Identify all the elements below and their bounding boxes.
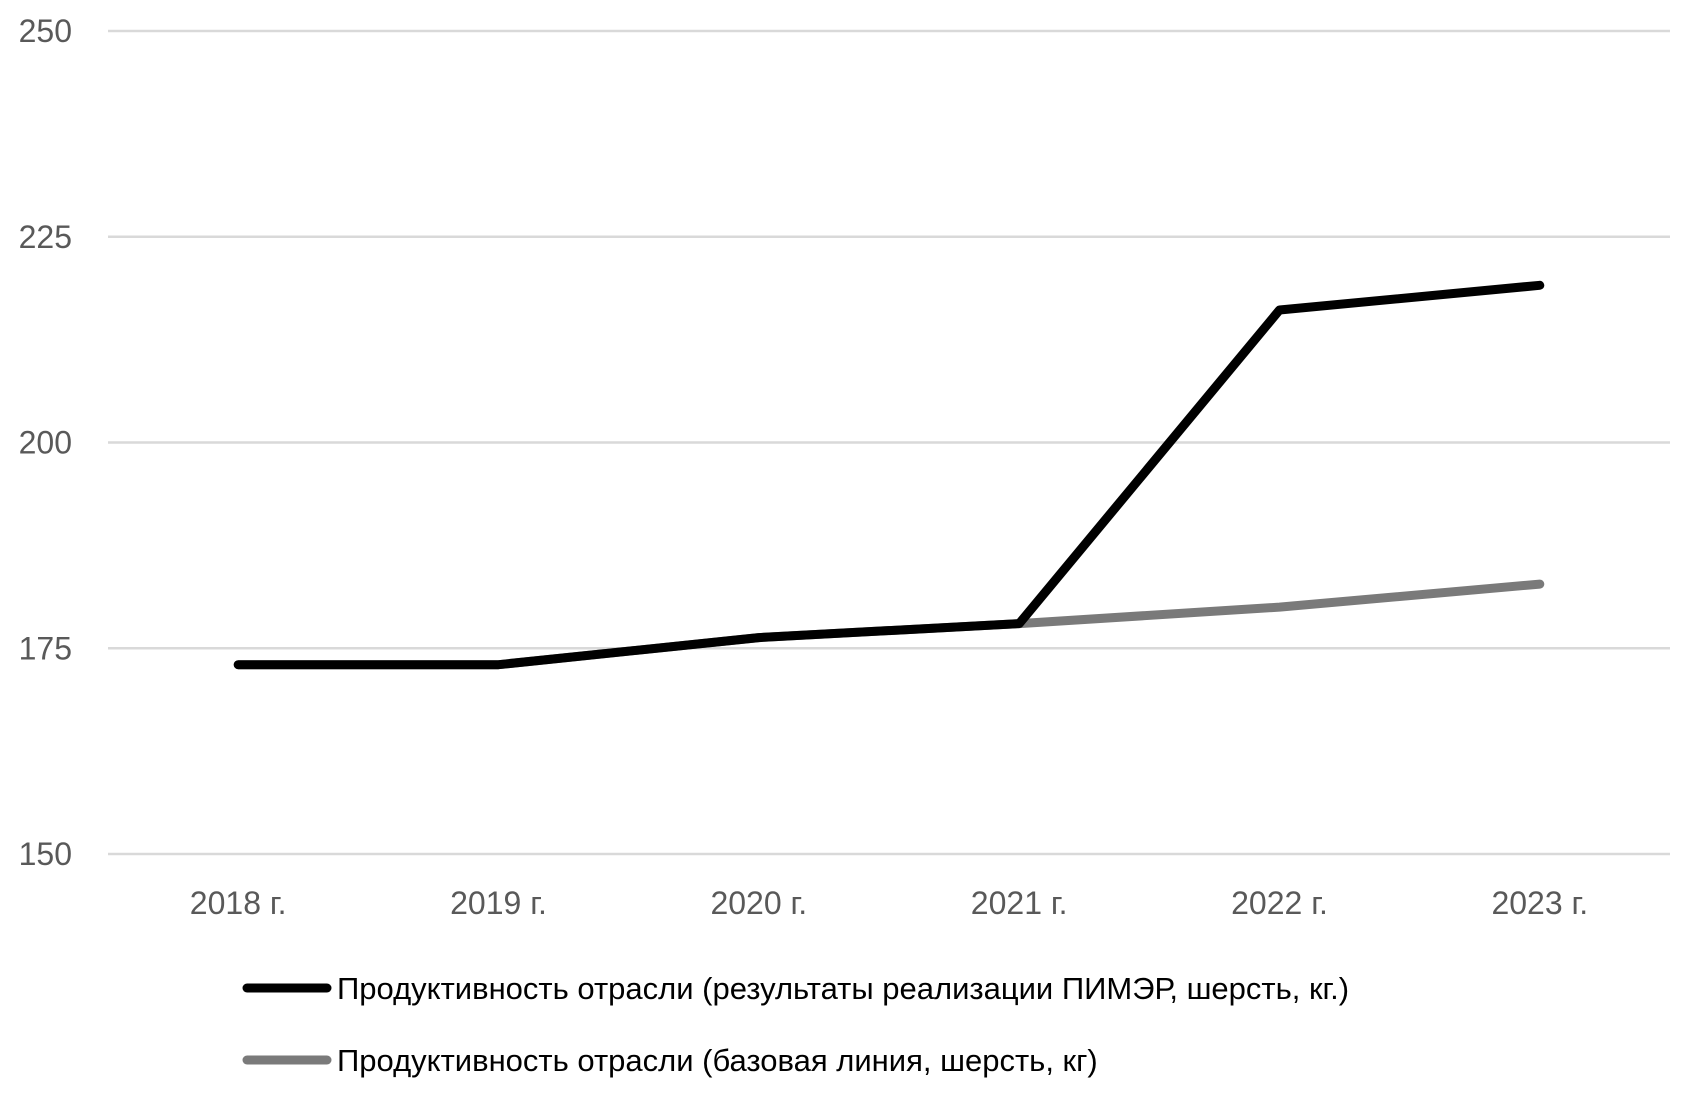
y-tick-label: 200 [19, 425, 72, 461]
legend: Продуктивность отрасли (результаты реали… [242, 971, 1349, 1078]
y-tick-label: 225 [19, 219, 72, 255]
x-axis-tick-labels: 2018 г. 2019 г. 2020 г. 2021 г. 2022 г. 2023 … [190, 885, 1588, 921]
x-tick-label: 2022 г. [1231, 885, 1328, 921]
x-tick-label: 2019 г. [450, 885, 547, 921]
x-tick-label: 2018 г. [190, 885, 287, 921]
gridlines [108, 29, 1670, 856]
series-lines [233, 280, 1545, 670]
series-line-1 [233, 280, 1545, 670]
y-tick-label: 175 [19, 630, 72, 666]
series-line-2 [233, 579, 1545, 670]
y-axis-tick-labels: 150 175 200 225 250 [19, 13, 72, 872]
x-tick-label: 2023 г. [1491, 885, 1588, 921]
y-tick-label: 250 [19, 13, 72, 49]
legend-label-2: Продуктивность отрасли (базовая линия, ш… [337, 1043, 1098, 1078]
legend-label-1: Продуктивность отрасли (результаты реали… [337, 971, 1349, 1006]
x-tick-label: 2021 г. [971, 885, 1068, 921]
y-tick-label: 150 [19, 836, 72, 872]
x-tick-label: 2020 г. [710, 885, 807, 921]
